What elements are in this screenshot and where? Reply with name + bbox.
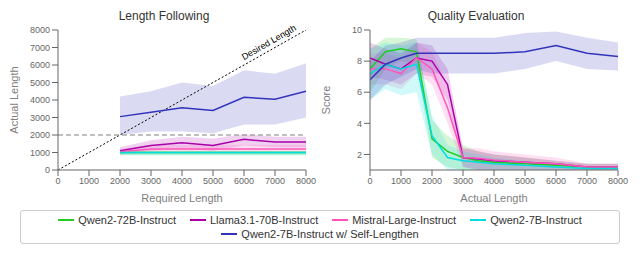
svg-text:2000: 2000 bbox=[30, 130, 50, 140]
svg-text:7000: 7000 bbox=[265, 176, 285, 186]
svg-text:Required Length: Required Length bbox=[141, 192, 222, 204]
svg-text:4000: 4000 bbox=[30, 95, 50, 105]
html-text:Quality Evaluation: Quality Evaluation bbox=[427, 9, 525, 23]
svg-text:7000: 7000 bbox=[30, 43, 50, 53]
html-text:Llama3.1-70B-Instruct: Llama3.1-70B-Instruct bbox=[210, 214, 319, 226]
svg-text:8000: 8000 bbox=[30, 25, 50, 35]
svg-text:3000: 3000 bbox=[141, 176, 161, 186]
svg-text:7000: 7000 bbox=[577, 176, 597, 186]
svg-text:0: 0 bbox=[367, 176, 372, 186]
svg-text:8000: 8000 bbox=[296, 176, 316, 186]
svg-text:0: 0 bbox=[45, 165, 50, 175]
svg-text:0: 0 bbox=[55, 176, 60, 186]
svg-text:2000: 2000 bbox=[110, 176, 130, 186]
svg-text:6000: 6000 bbox=[30, 60, 50, 70]
svg-text:3000: 3000 bbox=[30, 113, 50, 123]
svg-text:3000: 3000 bbox=[453, 176, 473, 186]
svg-text:Desired Length: Desired Length bbox=[240, 24, 298, 62]
html-text:Qwen2-7B-Instruct: Qwen2-7B-Instruct bbox=[490, 214, 582, 226]
svg-text:1000: 1000 bbox=[79, 176, 99, 186]
svg-text:Score: Score bbox=[320, 86, 332, 115]
svg-text:6000: 6000 bbox=[234, 176, 254, 186]
svg-text:4: 4 bbox=[357, 119, 362, 129]
svg-text:Actual Length: Actual Length bbox=[460, 192, 527, 204]
svg-text:4000: 4000 bbox=[484, 176, 504, 186]
svg-text:4000: 4000 bbox=[172, 176, 192, 186]
html-text:Qwen2-72B-Instruct: Qwen2-72B-Instruct bbox=[78, 214, 176, 226]
svg-text:1000: 1000 bbox=[391, 176, 411, 186]
svg-text:8: 8 bbox=[357, 56, 362, 66]
svg-text:5000: 5000 bbox=[515, 176, 535, 186]
html-text:Length Following: Length Following bbox=[118, 9, 210, 23]
html-text:Qwen2-7B-Instruct w/ Self-Leng: Qwen2-7B-Instruct w/ Self-Lengthen bbox=[241, 228, 419, 240]
svg-text:6: 6 bbox=[357, 87, 362, 97]
svg-text:6000: 6000 bbox=[546, 176, 566, 186]
svg-text:2: 2 bbox=[357, 150, 362, 160]
svg-text:Actual Length: Actual Length bbox=[8, 66, 20, 133]
svg-text:8000: 8000 bbox=[608, 176, 628, 186]
svg-text:2000: 2000 bbox=[422, 176, 442, 186]
svg-text:1000: 1000 bbox=[30, 148, 50, 158]
html-text:Mistral-Large-Instruct: Mistral-Large-Instruct bbox=[352, 214, 457, 226]
svg-text:5000: 5000 bbox=[203, 176, 223, 186]
svg-text:10: 10 bbox=[352, 25, 362, 35]
svg-text:5000: 5000 bbox=[30, 78, 50, 88]
